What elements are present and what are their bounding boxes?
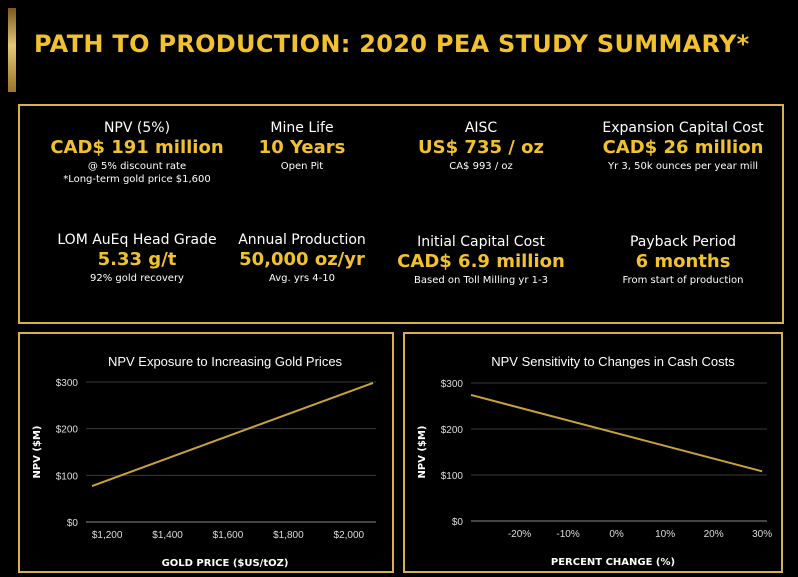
x-tick-label: -10% — [556, 529, 579, 540]
summary-panel: NPV (5%) CAD$ 191 million @ 5% discount … — [18, 104, 784, 324]
metric-npv: NPV (5%) CAD$ 191 million @ 5% discount … — [42, 120, 232, 186]
metric-initial-capital: Initial Capital Cost CAD$ 6.9 million Ba… — [386, 234, 576, 287]
page-title: PATH TO PRODUCTION: 2020 PEA STUDY SUMMA… — [34, 30, 750, 58]
chart-title: NPV Exposure to Increasing Gold Prices — [108, 354, 343, 369]
gold-price-chart-panel: NPV Exposure to Increasing Gold Prices $0… — [18, 332, 394, 573]
series-line — [470, 393, 763, 473]
metric-label: AISC — [464, 120, 498, 136]
x-tick-label: $1,800 — [273, 530, 304, 541]
metric-value: US$ 735 / oz — [418, 137, 544, 158]
metric-note: @ 5% discount rate — [87, 161, 187, 172]
metric-payback-period: Payback Period 6 months From start of pr… — [588, 234, 778, 287]
x-tick-label: $2,000 — [334, 530, 365, 541]
metric-label: Initial Capital Cost — [417, 234, 545, 250]
cash-cost-chart-panel: NPV Sensitivity to Changes in Cash Costs… — [403, 332, 783, 573]
y-axis-label: NPV ($M) — [417, 426, 428, 479]
metric-annual-production: Annual Production 50,000 oz/yr Avg. yrs … — [207, 232, 397, 285]
y-tick-label: $100 — [441, 471, 464, 482]
y-tick-label: $100 — [56, 471, 79, 482]
metric-value: 6 months — [635, 251, 731, 272]
metric-label: Expansion Capital Cost — [602, 120, 764, 136]
x-tick-label: 20% — [704, 529, 724, 540]
y-tick-label: $0 — [67, 518, 79, 529]
x-axis-label: GOLD PRICE ($US/tOZ) — [162, 558, 289, 569]
x-tick-label: 30% — [752, 529, 772, 540]
x-tick-label: 0% — [609, 529, 624, 540]
x-tick-label: $1,600 — [213, 530, 244, 541]
y-tick-label: $300 — [441, 379, 464, 390]
metric-value: CAD$ 6.9 million — [397, 251, 565, 272]
y-tick-label: $0 — [452, 517, 464, 528]
x-tick-label: $1,200 — [92, 530, 123, 541]
y-tick-label: $300 — [56, 378, 79, 389]
y-tick-label: $200 — [56, 425, 79, 436]
metric-note: Open Pit — [280, 161, 324, 172]
metric-label: LOM AuEq Head Grade — [57, 232, 217, 248]
metric-head-grade: LOM AuEq Head Grade 5.33 g/t 92% gold re… — [42, 232, 232, 285]
metric-mine-life: Mine Life 10 Years Open Pit — [207, 120, 397, 173]
cash-cost-chart: NPV Sensitivity to Changes in Cash Costs… — [417, 354, 772, 568]
metric-value: 50,000 oz/yr — [239, 249, 365, 270]
chart-title: NPV Sensitivity to Changes in Cash Costs — [491, 354, 735, 369]
gold-price-chart: NPV Exposure to Increasing Gold Prices $0… — [32, 354, 376, 569]
y-tick-label: $200 — [441, 425, 464, 436]
metric-value: CAD$ 26 million — [602, 137, 764, 158]
metric-label: Payback Period — [629, 234, 737, 250]
metric-note: 92% gold recovery — [90, 273, 184, 284]
x-tick-label: -20% — [508, 529, 531, 540]
metric-note: From start of production — [622, 275, 744, 286]
y-axis-label: NPV ($M) — [32, 426, 43, 479]
series-line — [91, 381, 374, 488]
metric-label: Annual Production — [238, 232, 366, 248]
metric-value: CAD$ 191 million — [50, 137, 224, 158]
x-tick-label: 10% — [655, 529, 675, 540]
metric-note: Based on Toll Milling yr 1-3 — [414, 275, 548, 286]
title-accent-bar — [8, 8, 16, 92]
metric-value: 5.33 g/t — [97, 249, 177, 270]
metric-note: Avg. yrs 4-10 — [269, 273, 335, 284]
x-tick-label: $1,400 — [152, 530, 183, 541]
metric-value: 10 Years — [258, 137, 346, 158]
metric-label: Mine Life — [270, 120, 334, 136]
metric-note: CA$ 993 / oz — [449, 161, 513, 172]
metric-aisc: AISC US$ 735 / oz CA$ 993 / oz — [386, 120, 576, 173]
metric-note: *Long-term gold price $1,600 — [63, 174, 211, 185]
metric-expansion-capital: Expansion Capital Cost CAD$ 26 million Y… — [588, 120, 778, 173]
x-axis-label: PERCENT CHANGE (%) — [551, 557, 675, 568]
metric-note: Yr 3, 50k ounces per year mill — [608, 161, 758, 172]
metric-label: NPV (5%) — [103, 120, 171, 136]
